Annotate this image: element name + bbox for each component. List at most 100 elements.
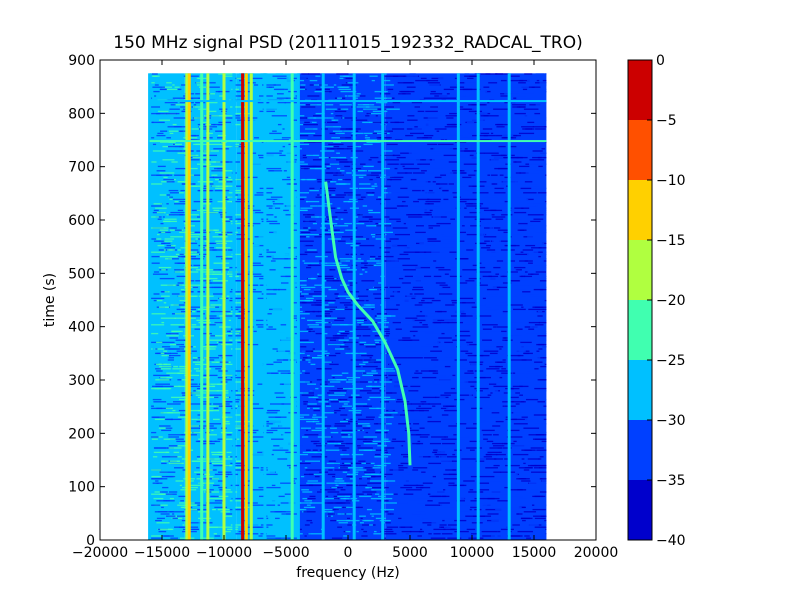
heatmap-noise-streak bbox=[306, 154, 320, 157]
heatmap-noise-streak bbox=[382, 192, 392, 194]
y-tick-label: 600 bbox=[68, 213, 95, 229]
heatmap-noise-streak bbox=[492, 240, 501, 242]
heatmap-noise-streak bbox=[385, 376, 388, 379]
heatmap-noise-streak bbox=[406, 159, 421, 161]
heatmap-noise-streak bbox=[498, 134, 514, 137]
heatmap-noise-streak bbox=[257, 101, 269, 104]
heatmap-noise-streak bbox=[495, 73, 503, 75]
heatmap-noise-streak bbox=[491, 519, 502, 522]
heatmap-noise-streak bbox=[544, 119, 547, 121]
heatmap-noise-streak bbox=[487, 517, 493, 520]
heatmap-noise-streak bbox=[281, 526, 294, 528]
heatmap-noise-streak bbox=[185, 271, 199, 273]
heatmap-noise-streak bbox=[433, 141, 446, 143]
heatmap-noise-streak bbox=[486, 288, 500, 291]
heatmap-noise-streak bbox=[191, 427, 205, 429]
heatmap-noise-streak bbox=[500, 471, 516, 473]
heatmap-noise-streak bbox=[520, 185, 533, 187]
heatmap-noise-streak bbox=[162, 88, 178, 91]
heatmap-noise-streak bbox=[522, 130, 532, 132]
heatmap-noise-streak bbox=[285, 214, 294, 216]
heatmap-noise-streak bbox=[440, 159, 457, 161]
heatmap-noise-streak bbox=[275, 310, 281, 313]
heatmap-noise-streak bbox=[322, 508, 333, 511]
heatmap-noise-streak bbox=[345, 242, 355, 245]
heatmap-noise-streak bbox=[455, 387, 471, 390]
heatmap-noise-streak bbox=[177, 262, 185, 264]
heatmap-noise-streak bbox=[441, 517, 456, 520]
heatmap-noise-streak bbox=[460, 79, 471, 82]
heatmap-noise-streak bbox=[392, 414, 400, 416]
heatmap-noise-streak bbox=[476, 288, 490, 291]
y-tick-label: 300 bbox=[68, 373, 95, 389]
heatmap-noise-streak bbox=[454, 530, 469, 533]
heatmap-noise-streak bbox=[173, 117, 188, 119]
heatmap-noise-streak bbox=[339, 77, 344, 80]
heatmap-noise-streak bbox=[513, 383, 522, 385]
heatmap-noise-streak bbox=[304, 500, 313, 502]
heatmap-noise-streak bbox=[334, 293, 339, 295]
heatmap-noise-streak bbox=[413, 200, 419, 203]
heatmap-noise-streak bbox=[150, 493, 166, 495]
heatmap-noise-streak bbox=[323, 442, 336, 445]
heatmap-noise-streak bbox=[335, 308, 345, 311]
heatmap-noise-streak bbox=[282, 145, 286, 148]
heatmap-noise-streak bbox=[384, 511, 389, 513]
heatmap-noise-streak bbox=[414, 473, 426, 476]
heatmap-noise-streak bbox=[468, 277, 481, 280]
heatmap-noise-streak bbox=[510, 359, 527, 361]
heatmap-noise-streak bbox=[473, 458, 488, 460]
heatmap-noise-streak bbox=[151, 238, 158, 240]
heatmap-noise-streak bbox=[469, 508, 472, 511]
heatmap-noise-streak bbox=[157, 244, 165, 247]
heatmap-noise-streak bbox=[266, 152, 282, 154]
heatmap-noise-streak bbox=[209, 183, 214, 185]
heatmap-noise-streak bbox=[236, 227, 241, 229]
heatmap-noise-streak bbox=[341, 442, 355, 445]
heatmap-noise-streak bbox=[317, 310, 333, 313]
heatmap-noise-streak bbox=[493, 227, 501, 229]
heatmap-noise-streak bbox=[151, 478, 168, 480]
heatmap-noise-streak bbox=[283, 383, 291, 385]
heatmap-noise-streak bbox=[284, 431, 293, 434]
heatmap-noise-streak bbox=[405, 266, 421, 269]
heatmap-noise-streak bbox=[178, 372, 188, 374]
heatmap-noise-streak bbox=[386, 392, 397, 394]
chart-title: 150 MHz signal PSD (20111015_192332_RADC… bbox=[113, 33, 582, 53]
heatmap-noise-streak bbox=[525, 332, 539, 335]
heatmap-noise-streak bbox=[159, 172, 175, 174]
heatmap-noise-streak bbox=[465, 515, 477, 517]
heatmap-noise-streak bbox=[246, 139, 253, 141]
heatmap-noise-streak bbox=[195, 370, 204, 372]
heatmap-noise-streak bbox=[333, 141, 341, 143]
heatmap-noise-streak bbox=[177, 181, 188, 183]
heatmap-noise-streak bbox=[324, 467, 335, 469]
heatmap-noise-streak bbox=[335, 394, 345, 396]
heatmap-noise-streak bbox=[149, 251, 165, 253]
heatmap-noise-streak bbox=[254, 84, 259, 86]
heatmap-noise-streak bbox=[161, 242, 171, 245]
heatmap-noise-streak bbox=[415, 225, 424, 227]
heatmap-noise-streak bbox=[447, 141, 455, 143]
heatmap-noise-streak bbox=[168, 258, 179, 260]
heatmap-noise-streak bbox=[282, 134, 292, 137]
heatmap-noise-streak bbox=[354, 365, 361, 368]
heatmap-noise-streak bbox=[495, 365, 503, 368]
heatmap-noise-streak bbox=[473, 423, 478, 425]
heatmap-noise-streak bbox=[490, 392, 493, 394]
heatmap-noise-streak bbox=[309, 495, 316, 498]
heatmap-noise-streak bbox=[483, 350, 499, 352]
heatmap-noise-streak bbox=[258, 535, 263, 537]
heatmap-noise-streak bbox=[411, 403, 424, 405]
heatmap-noise-streak bbox=[333, 84, 337, 86]
heatmap-noise-streak bbox=[528, 482, 539, 484]
heatmap-noise-streak bbox=[508, 449, 516, 451]
heatmap-noise-streak bbox=[153, 451, 169, 454]
heatmap-noise-streak bbox=[323, 189, 336, 192]
heatmap-noise-streak bbox=[427, 203, 434, 205]
heatmap-noise-streak bbox=[400, 163, 414, 165]
heatmap-noise-streak bbox=[440, 242, 454, 245]
heatmap-noise-streak bbox=[238, 405, 251, 407]
heatmap-noise-streak bbox=[421, 189, 425, 192]
heatmap-noise-streak bbox=[156, 500, 167, 502]
